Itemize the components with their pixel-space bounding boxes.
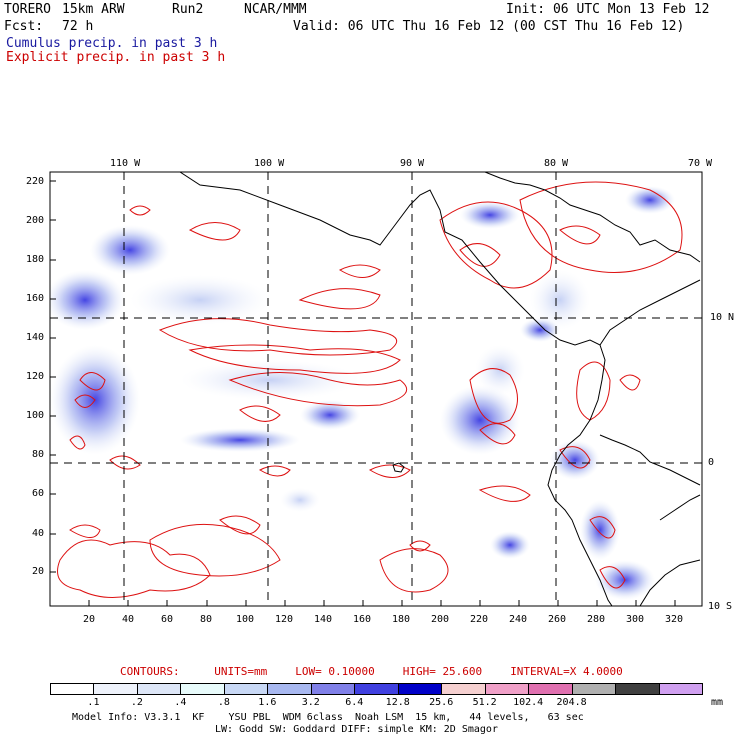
colorbar-swatch <box>50 683 95 695</box>
x-tick-label: 100 <box>236 614 255 625</box>
forecast-label: Fcst: <box>4 19 44 34</box>
x-tick-label: 40 <box>122 614 135 625</box>
contours-interval: INTERVAL=X 4.0000 <box>510 665 623 678</box>
colorbar-label: .1 <box>87 697 100 708</box>
colorbar-swatch <box>528 683 573 695</box>
y-tick-label: 100 <box>26 410 45 421</box>
colorbar-swatch <box>310 683 356 695</box>
colorbar-swatch <box>658 683 703 695</box>
lon-label: 110 W <box>110 158 141 169</box>
colorbar-label: 204.8 <box>556 697 587 708</box>
contours-label: CONTOURS: <box>120 665 180 678</box>
colorbar-swatch <box>571 683 617 695</box>
y-tick-label: 220 <box>26 176 45 187</box>
colorbar-label: .4 <box>174 697 187 708</box>
y-tick-label: 20 <box>32 566 45 577</box>
y-tick-label: 60 <box>32 488 45 499</box>
colorbar-swatch <box>267 683 312 695</box>
model-name: TORERO <box>4 2 51 17</box>
y-tick-label: 200 <box>26 215 45 226</box>
cumulus-precip-shading <box>50 186 675 600</box>
x-tick-label: 160 <box>353 614 372 625</box>
x-tick-label: 300 <box>626 614 645 625</box>
x-tick-label: 180 <box>392 614 411 625</box>
lon-label: 70 W <box>688 158 713 169</box>
x-tick-label: 320 <box>665 614 684 625</box>
x-tick-label: 140 <box>314 614 333 625</box>
colorbar-unit: mm <box>711 697 724 708</box>
y-tick-label: 160 <box>26 293 45 304</box>
lon-label: 90 W <box>400 158 425 169</box>
contours-info: CONTOURS: UNITS=mm LOW= 0.10000 HIGH= 25.6… <box>120 666 651 678</box>
x-tick-label: 80 <box>200 614 213 625</box>
y-tick-label: 40 <box>32 528 45 539</box>
forecast-hour: 72 h <box>62 19 94 34</box>
colorbar-label: 3.2 <box>301 697 320 708</box>
contours-high: HIGH= 25.600 <box>402 665 483 678</box>
lat-label: 10 S <box>708 601 733 612</box>
colorbar-swatch <box>441 683 486 695</box>
colorbar-swatch <box>615 683 660 695</box>
x-tick-label: 120 <box>275 614 294 625</box>
colorbar-swatch <box>223 683 269 695</box>
colorbar-label: 6.4 <box>345 697 364 708</box>
colorbar-label: 12.8 <box>385 697 410 708</box>
coastlines <box>179 172 701 606</box>
plot-frame <box>49 171 703 607</box>
colorbar-label: 102.4 <box>513 697 544 708</box>
lat-lon-grid <box>50 172 702 606</box>
x-tick-label: 200 <box>431 614 450 625</box>
colorbar-label: 25.6 <box>429 697 454 708</box>
colorbar-swatch <box>93 683 138 695</box>
x-tick-label: 60 <box>161 614 174 625</box>
axis-ticks <box>50 180 676 606</box>
model-info: Model Info: V3.3.1 KF YSU PBL WDM 6class… <box>72 712 584 723</box>
colorbar-label: 51.2 <box>472 697 497 708</box>
y-tick-label: 80 <box>32 449 45 460</box>
init-time: Init: 06 UTC Mon 13 Feb 12 <box>506 2 710 17</box>
x-tick-label: 20 <box>83 614 96 625</box>
lat-label: 10 N <box>710 312 735 323</box>
lon-label: 100 W <box>254 158 285 169</box>
field-cumulus-title: Cumulus precip. in past 3 h <box>6 36 218 51</box>
colorbar-swatch <box>397 683 443 695</box>
x-tick-label: 260 <box>548 614 567 625</box>
contours-low: LOW= 0.10000 <box>295 665 375 678</box>
x-tick-label: 220 <box>470 614 489 625</box>
lon-label: 80 W <box>544 158 569 169</box>
colorbar-label: .2 <box>130 697 143 708</box>
x-tick-label: 240 <box>509 614 528 625</box>
y-tick-label: 180 <box>26 254 45 265</box>
colorbar-swatch <box>136 683 182 695</box>
y-tick-label: 140 <box>26 332 45 343</box>
colorbar-label: 1.6 <box>258 697 277 708</box>
valid-time: Valid: 06 UTC Thu 16 Feb 12 (00 CST Thu … <box>293 19 685 34</box>
organization: NCAR/MMM <box>244 2 307 17</box>
x-tick-label: 280 <box>587 614 606 625</box>
lat-label: 0 <box>708 457 715 468</box>
colorbar-swatch <box>484 683 530 695</box>
run-label: Run2 <box>172 2 204 17</box>
colorbar-swatch <box>180 683 225 695</box>
colorbar-swatch <box>354 683 399 695</box>
physics-info: LW: Godd SW: Goddard DIFF: simple KM: 2D… <box>215 724 498 735</box>
model-resolution: 15km ARW <box>62 2 125 17</box>
field-explicit-title: Explicit precip. in past 3 h <box>6 50 226 65</box>
y-tick-label: 120 <box>26 371 45 382</box>
colorbar-label: .8 <box>217 697 230 708</box>
contours-units: UNITS=mm <box>214 665 268 678</box>
